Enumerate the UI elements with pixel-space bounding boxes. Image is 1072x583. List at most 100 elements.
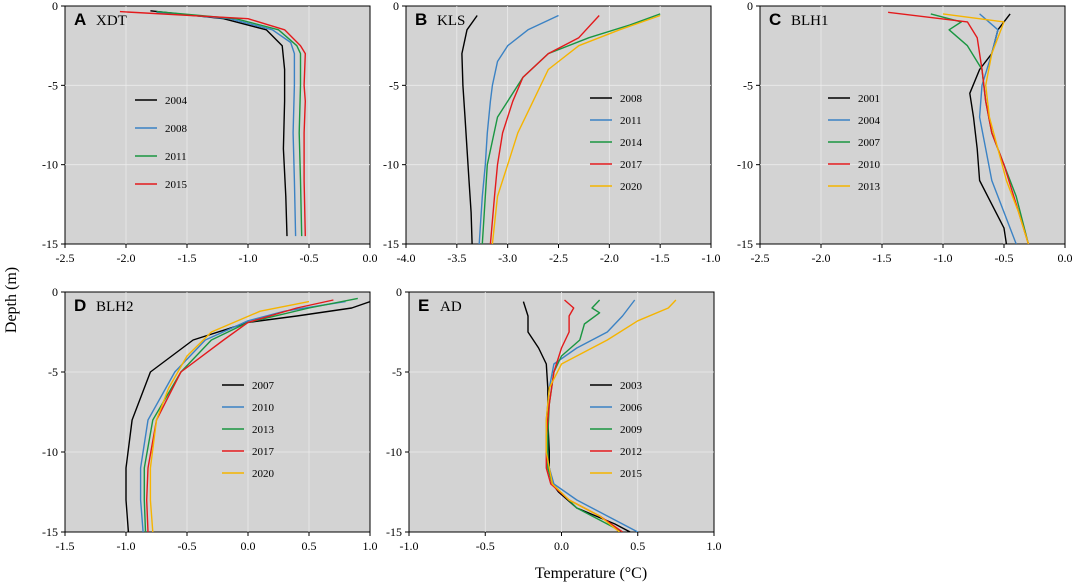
panel-letter: C (769, 10, 781, 29)
x-tick-label: -0.5 (476, 539, 495, 553)
legend-label-2012: 2012 (620, 446, 642, 458)
series-line-2017 (146, 299, 334, 532)
series-line-2011 (156, 10, 303, 237)
x-tick-label: -0.5 (300, 251, 319, 265)
panel-site-name: KLS (437, 13, 465, 29)
x-tick-label: 0.0 (363, 251, 378, 265)
x-tick-label: 0.0 (241, 539, 256, 553)
series-line-2010 (139, 300, 346, 532)
legend-label-2011: 2011 (620, 115, 642, 127)
panel-letter: D (74, 296, 86, 315)
x-tick-label: -1.0 (117, 539, 136, 553)
series-line-2011 (478, 14, 559, 244)
x-tick-label: 0.0 (1058, 251, 1072, 265)
x-tick-label: -1.0 (400, 539, 419, 553)
legend-label-2013: 2013 (858, 181, 881, 193)
y-tick-label: -15 (42, 525, 58, 539)
series-line-2020 (149, 300, 310, 532)
x-tick-label: -1.5 (651, 251, 670, 265)
panel-letter: A (74, 10, 86, 29)
x-tick-label: -0.5 (995, 251, 1014, 265)
legend-label-2001: 2001 (858, 93, 880, 105)
legend-label-2006: 2006 (620, 402, 643, 414)
x-tick-label: -2.5 (56, 251, 75, 265)
y-tick-label: -10 (42, 158, 58, 172)
x-tick-label: -3.5 (447, 251, 466, 265)
legend-label-2003: 2003 (620, 380, 643, 392)
series-line-2020 (491, 14, 661, 244)
series-line-2015 (545, 299, 677, 532)
x-axis-label: Temperature (°C) (535, 565, 647, 582)
y-tick-label: -5 (48, 78, 58, 92)
y-axis-label: Depth (m) (3, 267, 20, 333)
plot-area (64, 5, 371, 245)
y-tick-label: 0 (747, 0, 753, 13)
legend-label-2007: 2007 (858, 137, 881, 149)
x-tick-label: 0.0 (554, 539, 569, 553)
panel-c: -2.5 -2.0 -1.5 -1.0 -0.5 0.0 0 -5 -10 -15 C BLH1 200… (737, 0, 1072, 265)
x-tick-label: -2.5 (751, 251, 770, 265)
x-tick-label: -1.5 (178, 251, 197, 265)
legend-label-2015: 2015 (165, 179, 188, 191)
series-line-2015 (119, 10, 306, 237)
legend-label-2010: 2010 (252, 402, 275, 414)
series-line-2017 (489, 15, 600, 244)
series-line-2008 (461, 15, 478, 244)
panel-site-name: AD (440, 299, 462, 315)
x-tick-label: -2.5 (549, 251, 568, 265)
y-tick-label: -15 (42, 237, 58, 251)
y-tick-label: 0 (52, 285, 58, 299)
panel-site-name: XDT (96, 13, 127, 29)
y-tick-label: 0 (393, 0, 399, 13)
x-tick-label: 1.0 (707, 539, 722, 553)
legend-label-2017: 2017 (620, 159, 643, 171)
series-line-2004 (978, 13, 1017, 244)
y-tick-label: -5 (48, 365, 58, 379)
x-tick-label: -1.0 (934, 251, 953, 265)
legend-label-2020: 2020 (620, 181, 643, 193)
legend-label-2017: 2017 (252, 446, 275, 458)
legend-label-2015: 2015 (620, 468, 643, 480)
x-tick-label: -0.5 (178, 539, 197, 553)
panel-site-name: BLH1 (791, 13, 829, 29)
x-tick-label: -2.0 (812, 251, 831, 265)
legend-label-2010: 2010 (858, 159, 881, 171)
legend-label-2008: 2008 (620, 93, 643, 105)
series-line-2010 (888, 11, 1030, 244)
y-tick-label: -5 (389, 78, 399, 92)
panel-e: -1.0 -0.5 0.0 0.5 1.0 0 -5 -10 -15 E AD 2003 2006 200… (386, 285, 722, 553)
y-tick-label: -10 (42, 445, 58, 459)
series-line-2008 (156, 11, 297, 237)
legend-label-2020: 2020 (252, 468, 275, 480)
legend-label-2014: 2014 (620, 137, 643, 149)
y-tick-label: -15 (737, 237, 753, 251)
x-tick-label: -1.0 (702, 251, 721, 265)
x-tick-label: -3.0 (498, 251, 517, 265)
x-tick-label: -1.0 (239, 251, 258, 265)
series-line-2013 (942, 13, 1030, 244)
legend-label-2009: 2009 (620, 424, 643, 436)
panel-letter: E (418, 296, 429, 315)
y-tick-label: -10 (386, 445, 402, 459)
series-line-2014 (481, 13, 661, 244)
x-tick-label: -2.0 (600, 251, 619, 265)
y-tick-label: -15 (386, 525, 402, 539)
series-line-2007 (125, 300, 370, 532)
plot-area (64, 291, 371, 533)
y-tick-label: -15 (383, 237, 399, 251)
panel-a: -2.5 -2.0 -1.5 -1.0 -0.5 0.0 0 -5 -10 -15 A XDT 2004… (42, 0, 378, 265)
x-tick-label: 1.0 (363, 539, 378, 553)
panel-b: -4.0 -3.5 -3.0 -2.5 -2.0 -1.5 -1.0 0 -5 -10 -15 B KL… (383, 0, 721, 265)
y-tick-label: -5 (743, 78, 753, 92)
x-tick-label: -2.0 (117, 251, 136, 265)
plot-area (759, 5, 1066, 245)
panel-d: -1.5 -1.0 -0.5 0.0 0.5 1.0 0 -5 -10 -15 D BLH2 2007 2… (42, 285, 378, 553)
y-tick-label: 0 (396, 285, 402, 299)
legend-label-2004: 2004 (858, 115, 881, 127)
x-tick-label: -4.0 (397, 251, 416, 265)
y-tick-label: 0 (52, 0, 58, 13)
y-tick-label: -10 (383, 158, 399, 172)
legend-label-2008: 2008 (165, 123, 188, 135)
legend-label-2004: 2004 (165, 95, 188, 107)
